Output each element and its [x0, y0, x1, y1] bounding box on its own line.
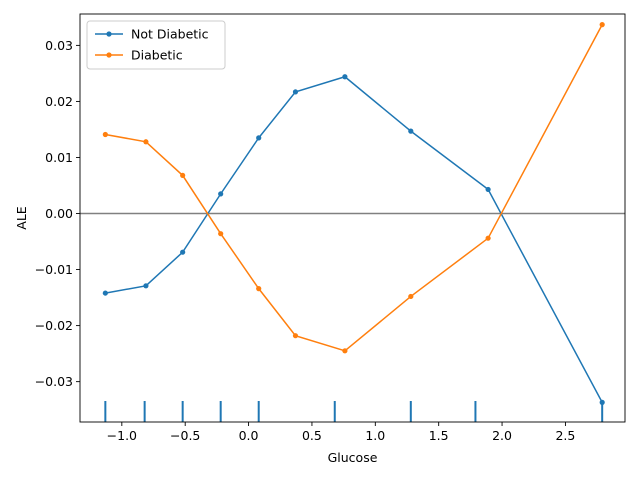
- x-axis-label: Glucose: [328, 450, 378, 465]
- series-0-point: [292, 89, 299, 95]
- series-1-point: [485, 235, 491, 241]
- y-axis-label: ALE: [14, 206, 29, 230]
- series-1-point: [599, 22, 605, 28]
- y-tick-label: −0.03: [35, 374, 73, 389]
- series-0-point: [143, 283, 149, 289]
- series-1-point: [143, 139, 149, 145]
- series-0-point: [218, 191, 224, 197]
- y-tick-label: −0.02: [35, 318, 73, 333]
- x-tick-label: 0.0: [239, 428, 259, 443]
- series-1-point: [180, 172, 186, 179]
- series-1-point: [102, 131, 108, 138]
- series-0-point: [256, 135, 262, 141]
- y-tick-label: −0.01: [35, 262, 73, 277]
- series-0-point: [485, 186, 491, 193]
- x-tick-label: 1.5: [429, 428, 449, 443]
- x-tick-label: −1.0: [107, 428, 137, 443]
- x-tick-label: 2.5: [555, 428, 575, 443]
- plot-frame: [79, 13, 626, 423]
- series-1-point: [218, 231, 224, 237]
- x-tick-label: 2.0: [492, 428, 512, 443]
- y-tick-label: 0.00: [45, 206, 73, 221]
- legend-label: Not Diabetic: [131, 27, 209, 42]
- series-1-point: [292, 333, 299, 339]
- series-1-point: [342, 348, 348, 354]
- series-0-point: [102, 290, 108, 296]
- x-tick-label: 0.5: [302, 428, 322, 443]
- series-line-1: [105, 24, 603, 352]
- legend: Not Diabetic Diabetic: [86, 20, 226, 70]
- y-tick-label: 0.03: [45, 38, 73, 53]
- series-1-point: [408, 293, 414, 300]
- y-tick-label: 0.01: [45, 150, 73, 165]
- y-tick-label: 0.02: [45, 94, 73, 109]
- x-tick-label: 1.0: [365, 428, 385, 443]
- y-axis: −0.03 −0.02 −0.01 0.00 0.01 0.02 0.03: [35, 38, 80, 389]
- x-axis: −1.0 −0.5 0.0 0.5 1.0 1.5 2.0 2.5: [107, 422, 575, 443]
- legend-marker: [106, 52, 112, 58]
- plot-area: [79, 13, 626, 423]
- legend-label: Diabetic: [131, 48, 183, 63]
- legend-box: [86, 20, 226, 70]
- series-0-point: [342, 74, 348, 80]
- legend-marker: [106, 31, 112, 37]
- x-tick-label: −0.5: [170, 428, 200, 443]
- series-0-point: [180, 249, 186, 255]
- series-line-0: [105, 75, 603, 403]
- series-1-point: [256, 286, 262, 292]
- series-0-point: [408, 128, 414, 134]
